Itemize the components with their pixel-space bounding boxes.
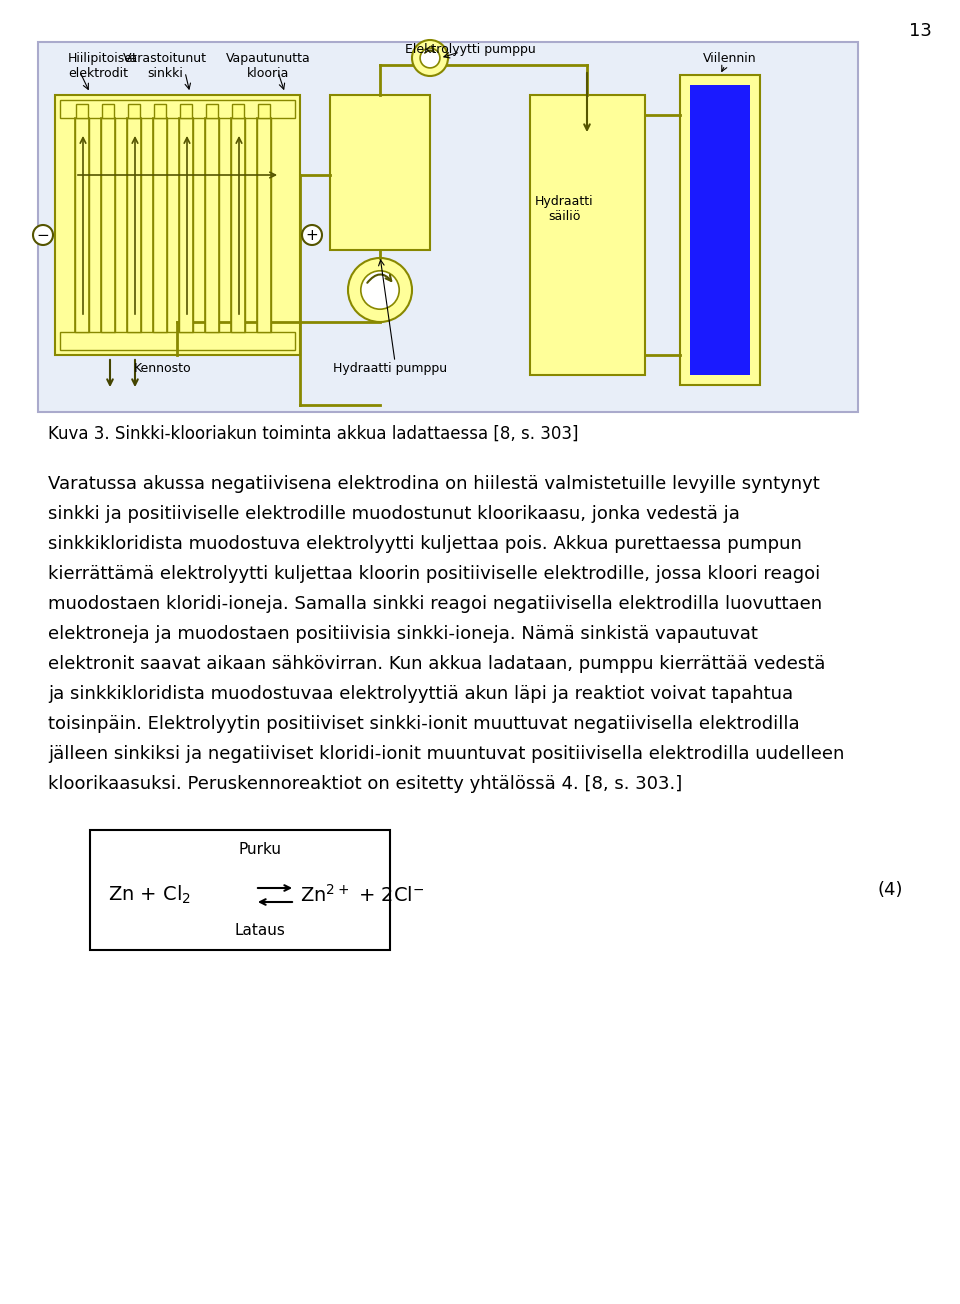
Bar xyxy=(154,104,166,117)
Text: sinkki ja positiiviselle elektrodille muodostunut kloorikaasu, jonka vedestä ja: sinkki ja positiiviselle elektrodille mu… xyxy=(48,505,740,523)
Text: (4): (4) xyxy=(877,882,902,898)
Text: Varastoitunut
sinkki: Varastoitunut sinkki xyxy=(123,52,207,80)
Circle shape xyxy=(348,258,412,322)
Text: Hiilipitoiset
elektrodit: Hiilipitoiset elektrodit xyxy=(68,52,138,80)
Bar xyxy=(530,95,645,376)
Bar xyxy=(257,117,271,333)
Circle shape xyxy=(302,226,322,245)
Text: Zn$^{2+}$ + 2Cl$^{-}$: Zn$^{2+}$ + 2Cl$^{-}$ xyxy=(300,884,424,906)
Bar xyxy=(153,117,167,333)
Bar xyxy=(38,42,858,412)
Text: muodostaen kloridi-ioneja. Samalla sinkki reagoi negatiivisella elektrodilla luo: muodostaen kloridi-ioneja. Samalla sinkk… xyxy=(48,595,822,613)
Bar xyxy=(232,104,244,117)
Bar xyxy=(101,117,115,333)
Text: Purku: Purku xyxy=(238,842,281,857)
Bar xyxy=(127,117,141,333)
Text: +: + xyxy=(305,227,319,243)
Text: sinkkikloridista muodostuva elektrolyytti kuljettaa pois. Akkua purettaessa pump: sinkkikloridista muodostuva elektrolyytt… xyxy=(48,535,802,553)
Bar xyxy=(231,117,245,333)
Bar xyxy=(55,95,300,355)
Text: elektronit saavat aikaan sähkövirran. Kun akkua ladataan, pumppu kierrättää vede: elektronit saavat aikaan sähkövirran. Ku… xyxy=(48,655,826,673)
Text: Viilennin: Viilennin xyxy=(703,52,756,65)
Bar xyxy=(90,831,390,951)
Text: −: − xyxy=(36,227,49,243)
Text: Zn + Cl$_2$: Zn + Cl$_2$ xyxy=(108,884,191,906)
Circle shape xyxy=(33,226,53,245)
Bar xyxy=(205,117,219,333)
Text: kierrättämä elektrolyytti kuljettaa kloorin positiiviselle elektrodille, jossa k: kierrättämä elektrolyytti kuljettaa kloo… xyxy=(48,565,820,583)
Text: Lataus: Lataus xyxy=(234,923,285,938)
Text: ja sinkkikloridista muodostuvaa elektrolyyttiä akun läpi ja reaktiot voivat tapa: ja sinkkikloridista muodostuvaa elektrol… xyxy=(48,685,793,703)
Text: toisinpäin. Elektrolyytin positiiviset sinkki-ionit muuttuvat negatiivisella ele: toisinpäin. Elektrolyytin positiiviset s… xyxy=(48,715,800,733)
Text: Vapautunutta
klooria: Vapautunutta klooria xyxy=(226,52,310,80)
Bar xyxy=(179,117,193,333)
Text: Elektrolyytti pumppu: Elektrolyytti pumppu xyxy=(404,43,536,56)
Circle shape xyxy=(361,271,399,309)
Text: jälleen sinkiksi ja negatiiviset kloridi-ionit muuntuvat positiivisella elektrod: jälleen sinkiksi ja negatiiviset kloridi… xyxy=(48,745,845,763)
Bar xyxy=(206,104,218,117)
Text: elektroneja ja muodostaen positiivisia sinkki-ioneja. Nämä sinkistä vapautuvat: elektroneja ja muodostaen positiivisia s… xyxy=(48,625,757,643)
Bar xyxy=(60,333,295,349)
Bar xyxy=(180,104,192,117)
Text: Varatussa akussa negatiivisena elektrodina on hiilestä valmistetuille levyille s: Varatussa akussa negatiivisena elektrodi… xyxy=(48,475,820,493)
Circle shape xyxy=(420,48,440,68)
Text: 13: 13 xyxy=(908,22,931,40)
Bar xyxy=(330,95,430,250)
Text: kloorikaasuksi. Peruskennoreaktiot on esitetty yhtälössä 4. [8, s. 303.]: kloorikaasuksi. Peruskennoreaktiot on es… xyxy=(48,775,683,793)
Bar xyxy=(60,100,295,117)
Bar xyxy=(76,104,88,117)
Bar xyxy=(680,76,760,385)
Bar xyxy=(258,104,270,117)
Circle shape xyxy=(412,40,448,76)
Text: Kuva 3. Sinkki-klooriakun toiminta akkua ladattaessa [8, s. 303]: Kuva 3. Sinkki-klooriakun toiminta akkua… xyxy=(48,425,579,443)
Text: Kennosto: Kennosto xyxy=(134,363,192,376)
Bar xyxy=(128,104,140,117)
Bar xyxy=(75,117,89,333)
Bar xyxy=(690,85,750,376)
Bar xyxy=(102,104,114,117)
Text: Hydraatti
säiliö: Hydraatti säiliö xyxy=(535,196,593,223)
Text: Hydraatti pumppu: Hydraatti pumppu xyxy=(333,363,447,376)
